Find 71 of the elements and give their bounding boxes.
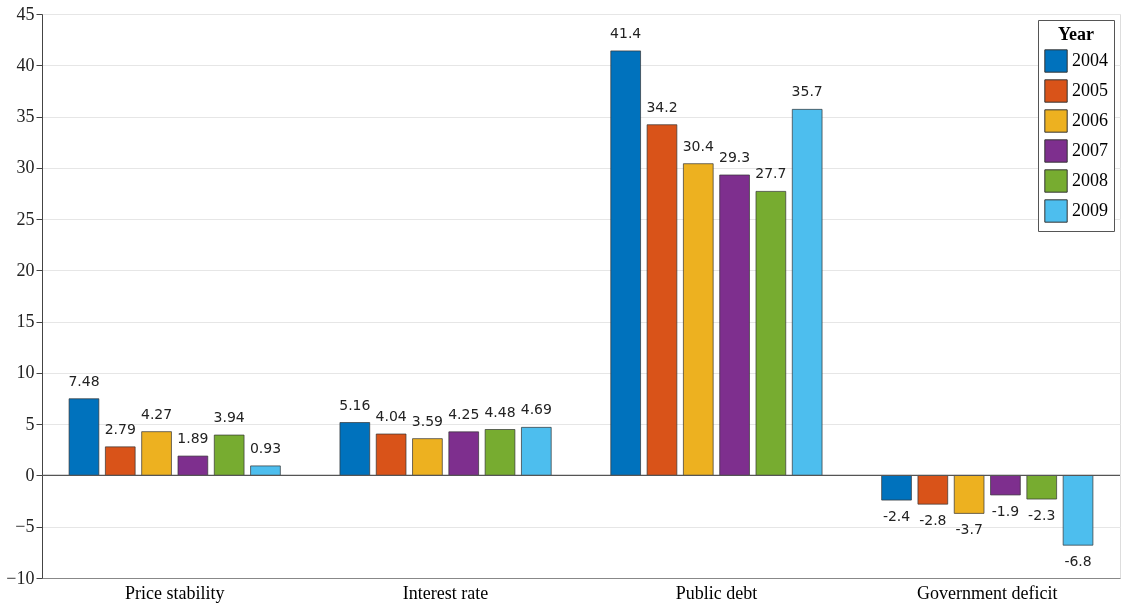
data-label: -2.8 [919,512,947,529]
bar [755,191,787,476]
bar [250,465,281,476]
legend-label: 2008 [1072,170,1108,190]
data-label: -1.9 [991,502,1020,519]
data-label: 4.25 [448,405,480,422]
data-label: 27.7 [755,165,787,182]
bar [375,433,407,476]
bar [177,455,209,476]
data-label: 7.48 [68,372,100,389]
bar [68,398,100,476]
bar [610,50,641,476]
bar [141,431,172,476]
bar [1026,475,1057,500]
data-label: 1.89 [177,430,209,447]
bar [683,163,714,476]
data-label: -3.7 [955,521,983,538]
bar [1062,475,1094,546]
data-label: 4.27 [140,405,173,422]
data-label: -6.8 [1064,553,1092,570]
y-tick-label: 15 [16,311,35,332]
data-label: 34.2 [646,98,678,115]
y-tick-label: 25 [16,208,35,229]
data-label: 41.4 [610,24,642,41]
bar [917,475,949,505]
data-label: 3.59 [411,412,444,429]
data-label: 5.16 [339,396,371,413]
y-tick-label: 0 [25,464,35,485]
bar [521,427,552,476]
bar [105,446,136,476]
legend-label: 2007 [1072,140,1108,160]
y-tick-label: 5 [25,413,35,434]
bar [881,475,912,501]
data-label: 35.7 [791,83,823,100]
y-tick-label: 40 [16,54,35,75]
data-label: 2.79 [104,420,136,437]
legend-label: 2006 [1072,110,1108,130]
y-tick-label: 10 [16,362,35,383]
data-label: 3.94 [213,409,245,426]
bar [448,431,479,476]
legend-label: 2004 [1072,50,1108,70]
data-label: 4.69 [520,401,552,418]
y-tick-label: 35 [16,106,35,127]
bar [719,174,750,476]
bar [484,429,516,476]
data-label: 4.48 [484,403,516,420]
bar [953,475,985,514]
bar [213,434,245,476]
x-tick-label: Interest rate [402,582,489,603]
data-label: 29.3 [718,149,751,165]
x-tick-label: Public debt [675,582,758,603]
x-tick-label: Government deficit [917,582,1058,603]
bar [339,422,371,476]
bar [791,109,823,476]
bar [990,475,1021,496]
y-tick-label: −5 [15,516,35,537]
y-tick-label: 30 [16,157,35,178]
bar [412,438,443,476]
data-label: 4.04 [375,408,407,425]
data-label: 30.4 [682,137,714,154]
data-label: -2.4 [882,508,911,525]
legend-label: 2009 [1072,200,1108,220]
legend-title: Year [1058,24,1094,44]
y-tick-label: 45 [16,3,35,24]
y-tick-label: −10 [6,567,35,588]
bar [646,124,678,476]
x-tick-label: Price stability [124,582,225,603]
data-label: -2.3 [1028,507,1056,524]
legend-label: 2005 [1072,80,1108,100]
data-label: 0.93 [249,439,282,456]
y-tick-label: 20 [16,259,35,280]
